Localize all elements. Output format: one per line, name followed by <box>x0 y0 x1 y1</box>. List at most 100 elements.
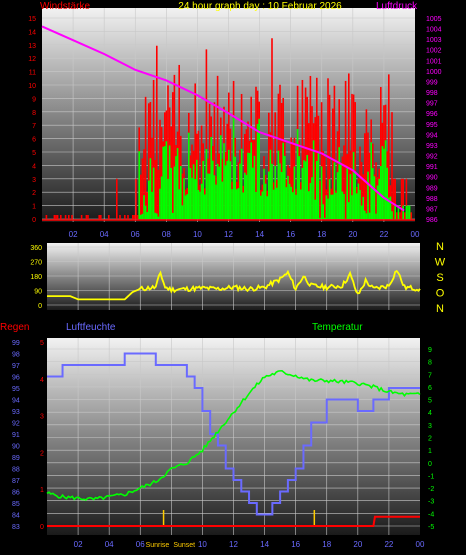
direction-y-tick: 180 <box>30 274 42 281</box>
pressure-y-tick: 1000 <box>426 69 442 76</box>
wind-gust-bar <box>64 214 67 219</box>
x-tick: 02 <box>74 540 83 549</box>
wind-gust-bar <box>332 108 334 219</box>
wind-mean-bar <box>338 147 340 219</box>
wind-mean-bar <box>330 194 332 219</box>
wind-mean-bar <box>357 183 360 219</box>
humidity-y-tick: 87 <box>12 478 20 485</box>
direction-y-tick: 90 <box>34 289 42 296</box>
humidity-y-tick: 98 <box>12 352 20 359</box>
wind-gust-bar <box>309 75 312 219</box>
wind-mean-bar <box>236 189 238 219</box>
wind-gust-bar <box>391 112 393 219</box>
wind-mean-bar <box>255 191 257 219</box>
wind-mean-bar <box>245 174 248 219</box>
wind-mean-bar <box>231 189 233 219</box>
wind-gust-bar <box>116 178 118 219</box>
humidity-line <box>47 352 420 516</box>
wind-gust-bar <box>133 214 136 219</box>
wind-gust-bar <box>154 159 156 219</box>
wind-mean-bar <box>359 190 361 219</box>
wind-mean-bar <box>202 160 204 219</box>
humidity-y-tick: 84 <box>12 513 20 520</box>
legend-windstaerke: Windstärke <box>40 1 90 12</box>
wind-mean-bar <box>181 205 184 219</box>
wind-gust-bar <box>316 77 318 219</box>
wind-gust-bar <box>45 214 48 219</box>
wind-gust-bar <box>135 178 137 219</box>
humidity-y-tick: 95 <box>12 386 20 393</box>
wind-mean-bar <box>157 216 160 219</box>
humidity-y-tick: 83 <box>12 524 20 531</box>
wind-mean-bar <box>346 167 348 219</box>
wind-gust-bar <box>200 125 203 219</box>
wind-mean-bar <box>341 191 344 219</box>
wind-y-tick: 11 <box>29 70 36 77</box>
wind-gust-bar <box>308 123 310 219</box>
sunrise-label: Sunrise <box>146 542 170 549</box>
wind-mean-bar <box>194 179 196 219</box>
wind-mean-bar <box>367 171 369 219</box>
wind-gust-bar <box>404 212 406 219</box>
wind-gust-bar <box>245 129 248 219</box>
wind-gust-bar <box>354 102 356 219</box>
wind-mean-bar <box>173 166 176 219</box>
wind-mean-bars <box>138 117 411 219</box>
x-tick: 22 <box>379 230 388 239</box>
rain-line <box>47 515 420 527</box>
wind-mean-bar <box>376 185 379 219</box>
wind-gust-bar <box>167 85 169 219</box>
wind-mean-bar <box>292 192 294 219</box>
wind-gust-bar <box>388 74 390 220</box>
wind-mean-bar <box>221 181 224 219</box>
legend-regen: Regen <box>0 322 29 333</box>
wind-mean-bar <box>287 175 289 219</box>
wind-mean-bar <box>364 210 366 219</box>
temperature-y-tick: 8 <box>428 360 432 367</box>
temperature-y-tick: 6 <box>428 385 432 392</box>
wind-mean-bar <box>141 213 144 219</box>
wind-gust-bar <box>280 102 283 219</box>
wind-gust-bar <box>152 80 155 219</box>
wind-mean-bar <box>320 166 323 219</box>
wind-mean-bar <box>373 176 376 219</box>
wind-gust-bar <box>359 146 361 219</box>
wind-gust-bar <box>322 151 324 219</box>
wind-mean-bar <box>280 171 283 219</box>
wind-mean-bar <box>333 162 336 219</box>
direction-y-tick: 360 <box>30 245 42 252</box>
wind-gust-bar <box>148 103 150 219</box>
wind-gust-bar <box>132 214 134 219</box>
wind-gust-bar <box>348 73 350 220</box>
wind-mean-bar <box>272 189 275 219</box>
wind-gust-bar <box>362 174 364 219</box>
wind-mean-bar <box>244 172 246 219</box>
wind-gust-bar <box>60 214 62 219</box>
wind-mean-bar <box>368 212 371 219</box>
temperature-y-tick: 9 <box>428 347 432 354</box>
wind-gust-bar <box>140 174 142 219</box>
wind-mean-bar <box>260 195 262 219</box>
x-tick: 10 <box>198 540 207 549</box>
wind-mean-bar <box>176 148 179 219</box>
wind-gust-bar <box>314 117 316 219</box>
wind-mean-bar <box>234 156 236 219</box>
wind-direction-line <box>47 269 421 301</box>
pressure-y-tick: 989 <box>426 185 438 192</box>
wind-mean-bar <box>239 163 241 219</box>
wind-mean-bar <box>316 160 318 219</box>
x-tick: 00 <box>416 540 425 549</box>
compass-label: N <box>436 303 444 315</box>
wind-mean-bar <box>343 193 345 219</box>
wind-mean-bar <box>319 217 321 219</box>
wind-mean-bar <box>269 149 272 219</box>
wind-mean-bar <box>365 213 368 219</box>
wind-mean-bar <box>340 164 342 219</box>
wind-mean-bar <box>197 189 200 219</box>
wind-gust-bar <box>360 161 363 219</box>
x-tick: 04 <box>105 540 114 549</box>
wind-gust-bar <box>85 214 88 219</box>
wind-mean-bar <box>208 173 211 219</box>
pressure-y-tick: 1003 <box>426 37 442 44</box>
temperature-y-tick: 5 <box>428 398 432 405</box>
